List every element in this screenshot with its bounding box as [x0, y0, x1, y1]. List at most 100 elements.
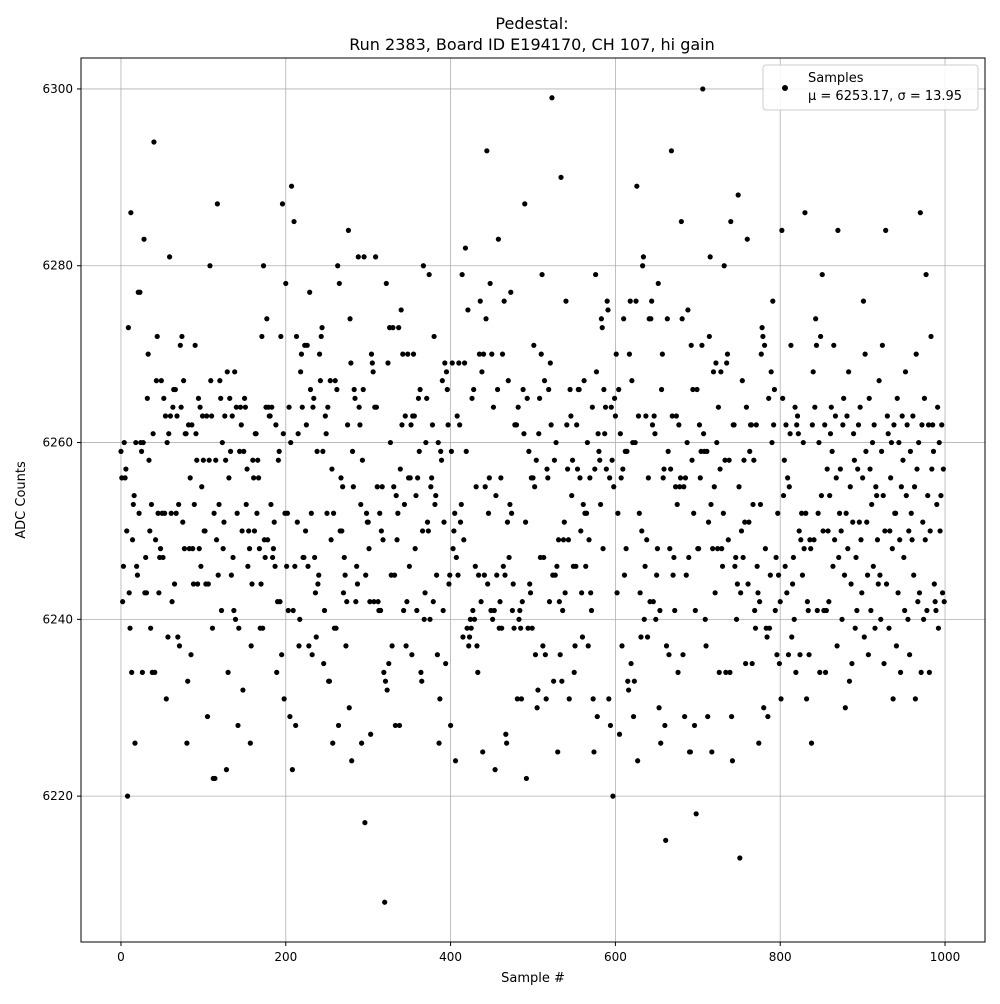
- data-point: [760, 333, 766, 340]
- data-point: [766, 395, 772, 401]
- data-point: [877, 572, 883, 578]
- data-point: [382, 678, 389, 684]
- x-tick-label: 1000: [930, 950, 961, 964]
- data-point: [889, 546, 895, 552]
- data-point: [906, 652, 913, 658]
- data-point: [689, 457, 695, 463]
- data-point: [302, 528, 309, 534]
- data-point: [455, 572, 461, 578]
- data-point: [456, 360, 462, 366]
- data-point: [216, 501, 222, 508]
- data-point: [822, 422, 828, 428]
- data-point: [554, 563, 560, 569]
- data-point: [834, 643, 840, 649]
- data-point: [753, 422, 759, 428]
- data-point: [354, 581, 361, 587]
- data-point: [697, 475, 703, 481]
- data-point: [443, 369, 450, 375]
- data-point: [773, 554, 779, 561]
- data-point: [532, 652, 539, 658]
- data-point: [280, 431, 286, 437]
- data-point: [744, 236, 750, 242]
- data-point: [888, 475, 894, 481]
- data-point: [704, 448, 710, 454]
- data-point: [895, 590, 901, 596]
- data-point: [564, 422, 570, 428]
- data-point: [341, 554, 347, 561]
- data-point: [778, 696, 784, 702]
- data-point: [667, 546, 673, 552]
- data-point: [349, 448, 356, 454]
- data-point: [619, 643, 625, 649]
- data-point: [321, 660, 327, 667]
- data-point: [587, 475, 593, 481]
- data-point: [215, 572, 221, 578]
- y-tick-label: 6300: [42, 82, 73, 96]
- data-point: [533, 457, 539, 463]
- data-point: [555, 749, 561, 755]
- data-point: [328, 537, 334, 543]
- data-point: [260, 625, 266, 631]
- data-point: [326, 678, 333, 684]
- data-point: [355, 254, 361, 260]
- data-point: [467, 616, 473, 622]
- data-point: [497, 599, 503, 605]
- data-point: [306, 643, 312, 649]
- data-point: [260, 263, 267, 269]
- data-point: [827, 431, 834, 437]
- data-point: [846, 678, 853, 684]
- data-point: [732, 563, 738, 569]
- data-point: [924, 607, 930, 614]
- data-point: [498, 475, 504, 481]
- data-point: [670, 572, 676, 578]
- data-point: [752, 607, 758, 614]
- data-point: [569, 457, 576, 463]
- data-point: [775, 510, 781, 516]
- data-point: [700, 86, 706, 92]
- data-point: [519, 599, 525, 605]
- data-point: [493, 492, 499, 499]
- data-point: [541, 378, 548, 384]
- data-point: [890, 696, 896, 702]
- data-point: [356, 404, 362, 410]
- data-point: [836, 554, 842, 561]
- data-point: [676, 422, 682, 428]
- data-point: [574, 466, 581, 472]
- y-tick-label: 6220: [42, 789, 73, 803]
- data-point: [363, 572, 369, 578]
- data-point: [510, 581, 516, 587]
- data-point: [241, 395, 248, 401]
- data-point: [708, 501, 714, 508]
- data-point: [438, 448, 444, 454]
- data-point: [820, 528, 826, 534]
- data-point: [449, 360, 455, 366]
- data-point: [927, 528, 933, 534]
- data-point: [145, 351, 151, 357]
- data-point: [866, 395, 872, 401]
- data-point: [691, 510, 697, 516]
- data-point: [803, 696, 810, 702]
- data-point: [354, 563, 360, 569]
- data-point: [334, 386, 340, 393]
- data-point: [711, 484, 717, 490]
- data-point: [486, 475, 492, 481]
- data-point: [251, 475, 257, 481]
- data-point: [379, 484, 385, 490]
- chart-title-line2: Run 2383, Board ID E194170, CH 107, hi g…: [349, 35, 714, 54]
- data-point: [222, 413, 228, 419]
- data-points: [118, 86, 947, 905]
- data-point: [935, 625, 942, 631]
- data-point: [180, 519, 186, 525]
- data-point: [693, 811, 699, 817]
- legend-label: Samples: [808, 71, 864, 86]
- data-point: [313, 634, 319, 640]
- data-point: [156, 590, 162, 596]
- data-point: [461, 537, 467, 543]
- data-point: [505, 378, 511, 384]
- data-point: [244, 466, 250, 472]
- data-point: [200, 457, 206, 463]
- data-point: [160, 554, 166, 561]
- data-point: [883, 227, 889, 233]
- data-point: [875, 581, 881, 587]
- data-point: [267, 413, 273, 419]
